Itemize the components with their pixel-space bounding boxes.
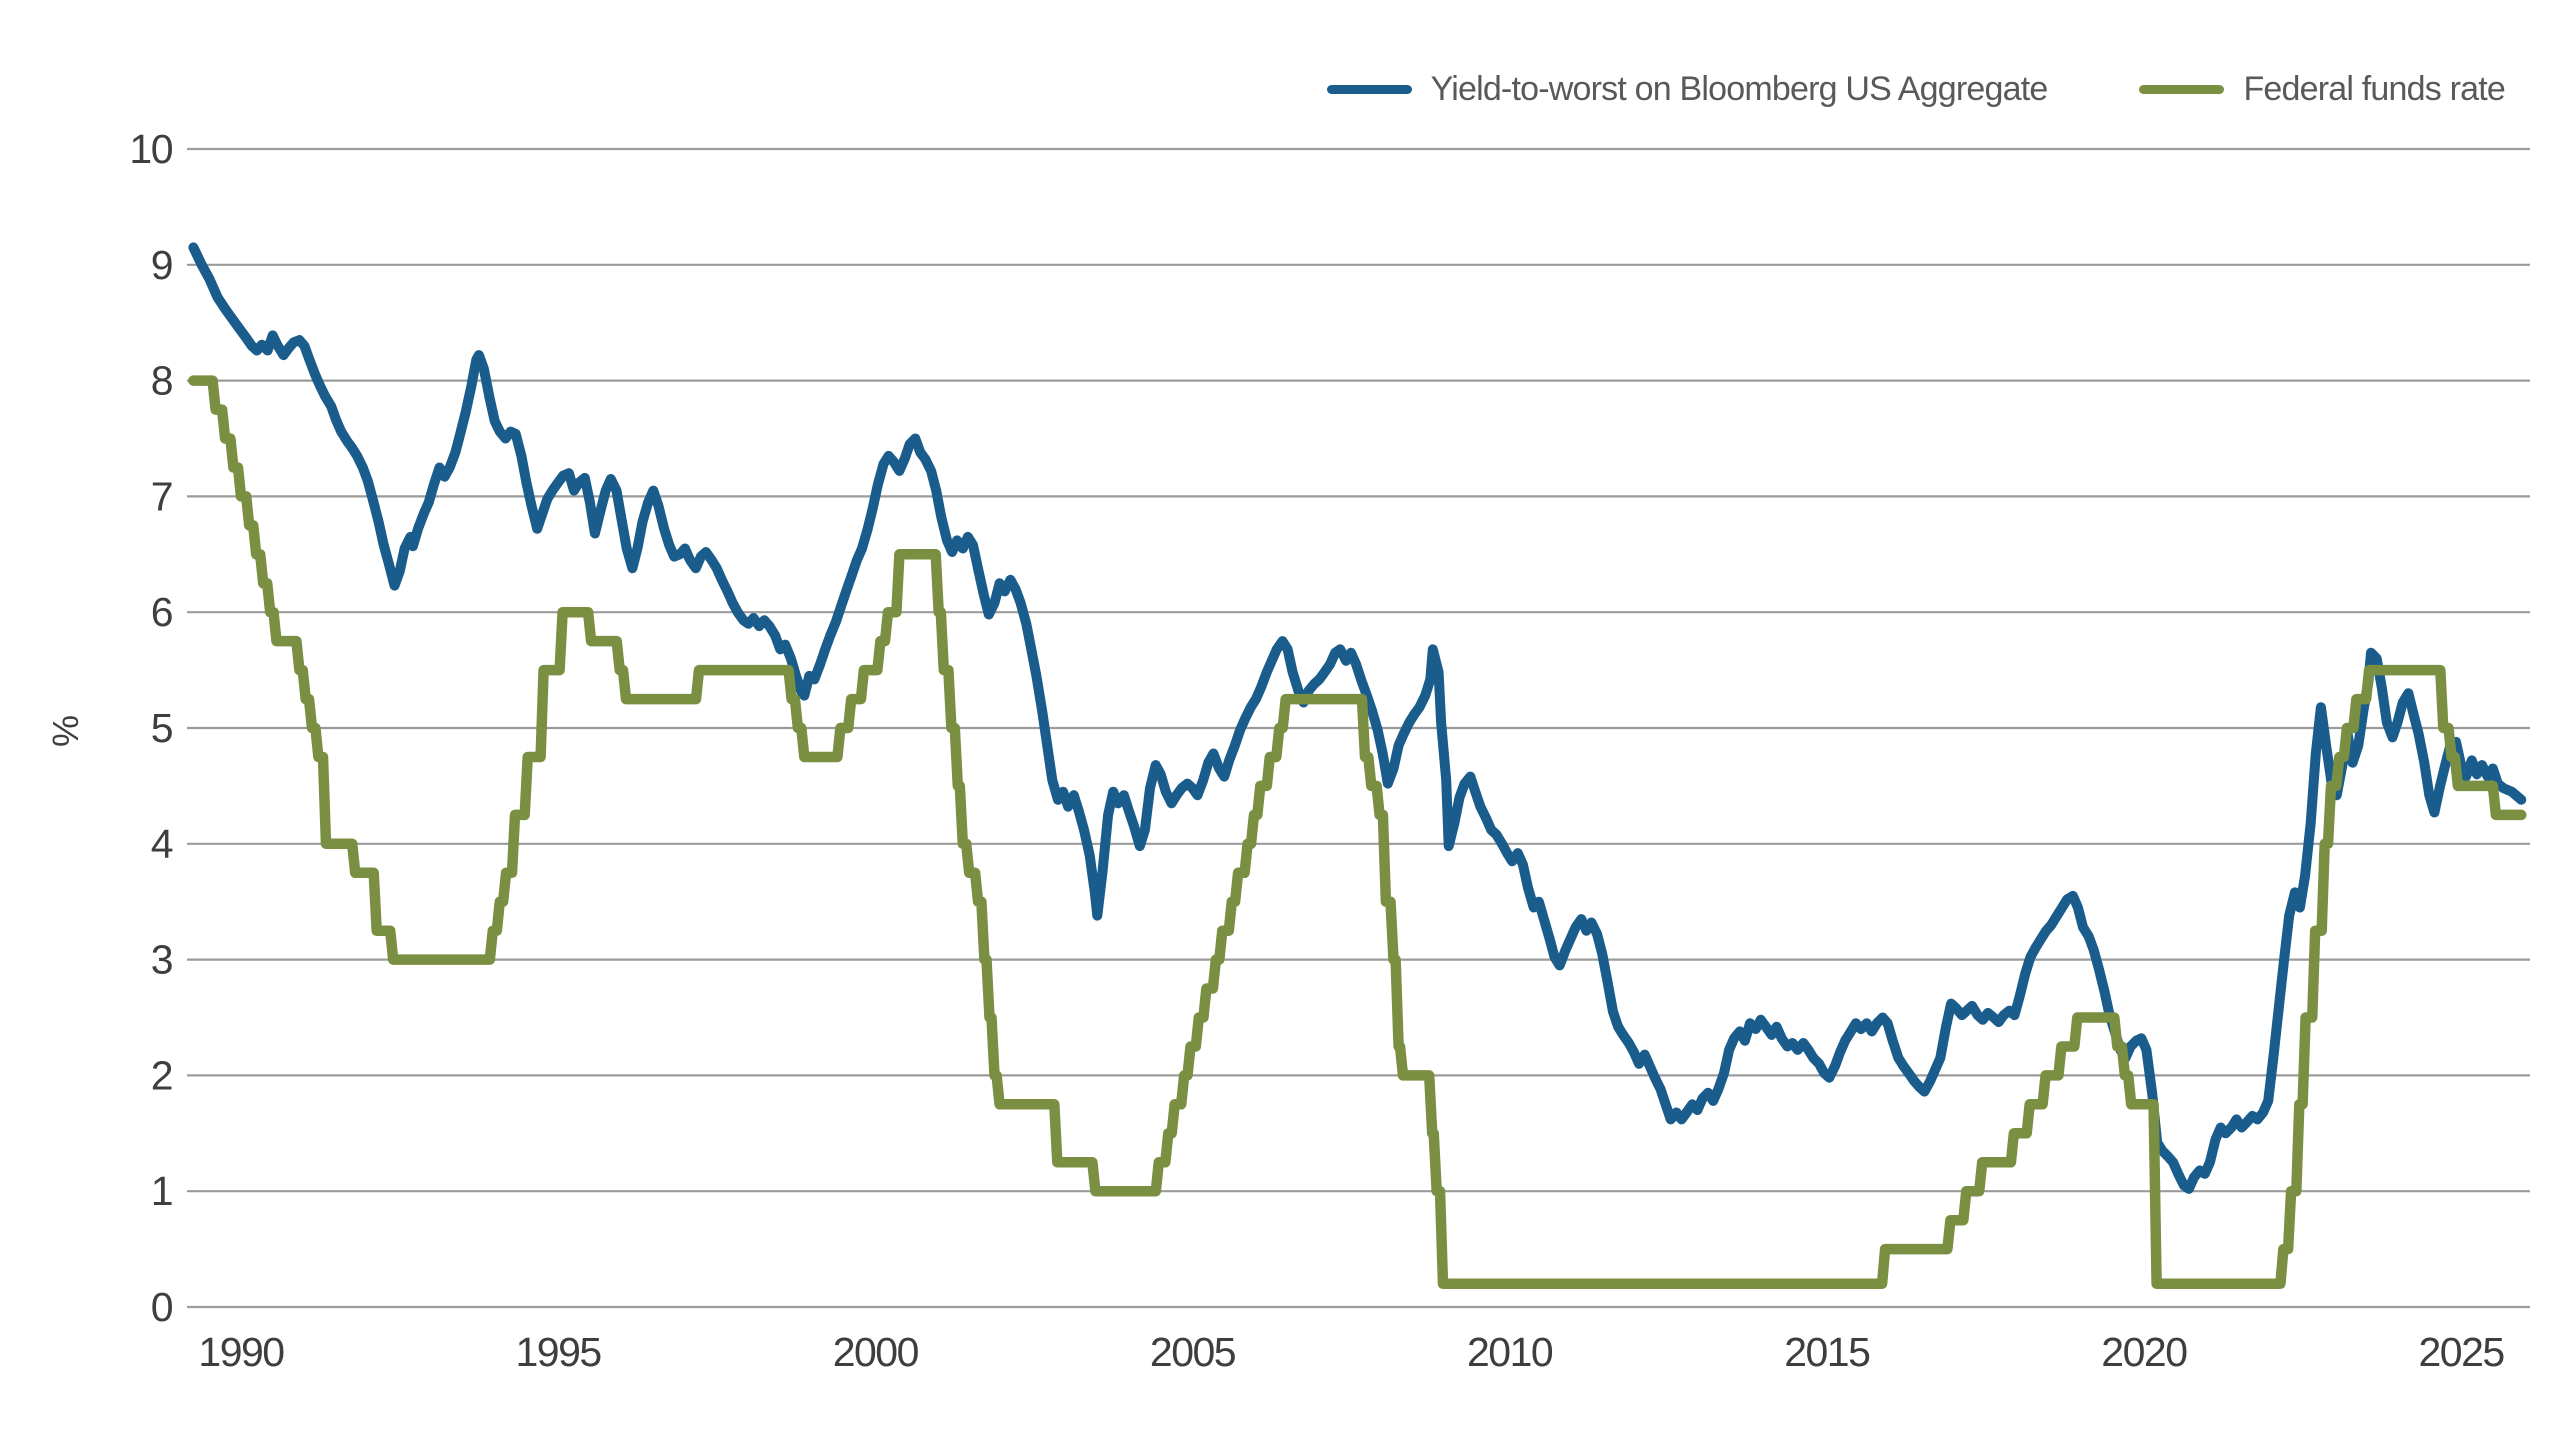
x-axis-tick-labels: 1990 1995 2000 2005 2010 2015 2020 2025 (198, 1329, 2506, 1375)
x-tick-label-2010: 2010 (1467, 1329, 1553, 1375)
blue-line-swatch-icon (1326, 85, 1412, 94)
x-tick-label-2020: 2020 (2101, 1329, 2187, 1375)
y-tick-label-3: 3 (151, 937, 172, 983)
legend-item-fed-funds: Federal funds rate (2139, 70, 2506, 109)
series-line-fed-funds-rate (188, 375, 2527, 1290)
y-tick-label-10: 10 (129, 126, 172, 172)
legend-item-yield-to-worst: Yield-to-worst on Bloomberg US Aggregate (1326, 70, 2049, 109)
series-line-yield-to-worst (188, 242, 2527, 1194)
x-tick-label-2025: 2025 (2418, 1329, 2504, 1375)
y-tick-label-6: 6 (151, 589, 172, 635)
y-tick-label-9: 9 (151, 242, 172, 288)
y-tick-label-7: 7 (151, 473, 172, 519)
x-tick-label-2005: 2005 (1150, 1329, 1236, 1375)
legend-label-fed-funds: Federal funds rate (2243, 70, 2505, 108)
y-tick-label-8: 8 (151, 358, 173, 404)
x-tick-label-1995: 1995 (515, 1329, 601, 1375)
x-tick-label-2000: 2000 (833, 1329, 919, 1375)
y-tick-label-5: 5 (151, 705, 173, 751)
y-tick-label-1: 1 (151, 1168, 172, 1214)
y-axis-tick-labels: 0 1 2 3 4 5 6 7 8 9 10 (129, 126, 174, 1330)
x-tick-label-1990: 1990 (198, 1329, 284, 1375)
y-tick-label-4: 4 (151, 821, 173, 867)
x-tick-label-2015: 2015 (1784, 1329, 1870, 1375)
legend-label-yield-to-worst: Yield-to-worst on Bloomberg US Aggregate (1430, 70, 2049, 108)
legend: Yield-to-worst on Bloomberg US Aggregate… (0, 70, 2506, 109)
y-tick-label-2: 2 (151, 1052, 172, 1098)
green-line-swatch-icon (2139, 85, 2225, 94)
y-tick-label-0: 0 (151, 1284, 173, 1330)
